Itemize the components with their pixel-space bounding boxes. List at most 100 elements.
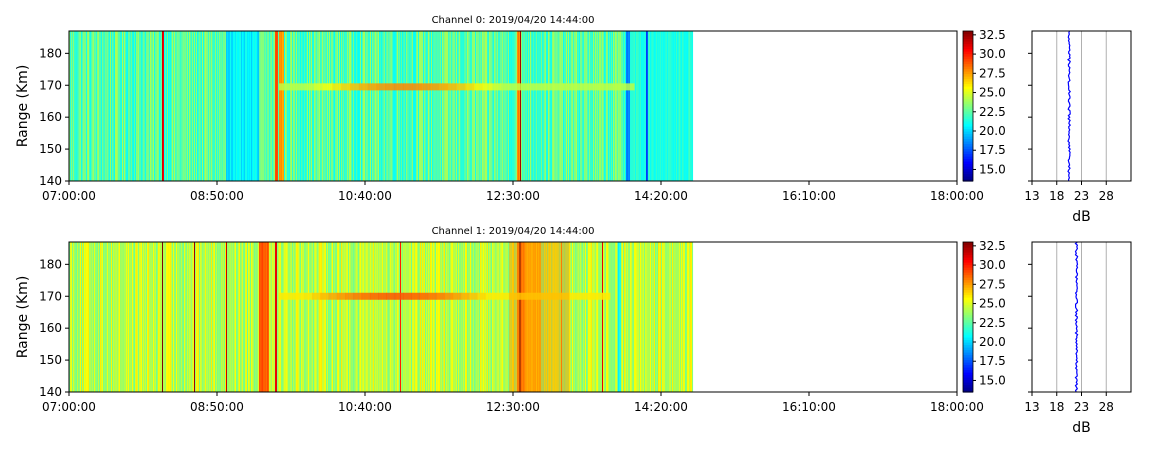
heatmap-column [112,242,114,392]
heatmap-column [103,242,105,392]
heatmap-column [337,31,339,181]
heatmap-column [210,31,212,181]
heatmap-column [476,242,478,392]
heatmap-column [425,31,427,181]
heatmap-column [199,31,201,181]
heatmap-column [675,31,677,181]
heatmap-column [612,31,614,181]
heatmap-column [555,31,557,181]
heatmap-column [355,242,357,392]
heatmap-column [522,31,524,181]
heatmap-column [496,242,498,392]
heatmap-column [395,31,397,181]
heatmap-column [147,242,149,392]
heatmap-column [518,242,520,392]
y-tick-label: 160 [39,321,62,335]
heatmap-column [220,31,222,181]
heatmap-column [307,242,309,392]
heatmap-column [488,242,490,392]
heatmap-column [173,242,175,392]
heatmap-column [525,242,527,392]
colorbar-segment [963,342,973,346]
heatmap-column [604,242,606,392]
heatmap-column [110,242,112,392]
heatmap-column [447,242,449,392]
heatmap-column [266,31,268,181]
heatmap-column [375,31,377,181]
heatmap-column [108,242,110,392]
heatmap-column [113,242,115,392]
heatmap-column [238,242,240,392]
colorbar-segment [963,96,973,100]
heatmap-column [303,242,305,392]
heatmap-column [680,31,682,181]
heatmap-column [446,242,448,392]
heatmap-column [489,31,491,181]
heatmap-column [552,242,554,392]
heatmap-column [496,31,498,181]
heatmap-column [415,242,417,392]
heatmap-column [248,31,250,181]
heatmap-column [691,31,693,181]
heatmap-column [95,31,97,181]
heatmap-column [92,242,94,392]
heatmap-column [637,31,639,181]
heatmap-column [678,31,680,181]
heatmap-column [427,242,429,392]
heatmap-column [153,31,155,181]
heatmap-column [557,31,559,181]
heatmap-column [546,31,548,181]
heatmap-column [272,31,274,181]
heatmap-column [261,31,263,181]
heatmap-column [271,242,273,392]
heatmap-column [640,242,642,392]
heatmap-column [93,31,95,181]
heatmap-column [459,31,461,181]
heatmap-column [148,242,150,392]
heatmap-column [154,242,156,392]
heatmap-column [586,242,588,392]
heatmap-column [627,31,629,181]
heatmap-column [651,31,653,181]
heatmap-column [550,31,552,181]
heatmap-column [232,31,234,181]
heatmap-column [176,242,178,392]
heatmap-column [385,31,387,181]
heatmap-column [289,31,291,181]
heatmap-column [435,242,437,392]
heatmap-column [129,242,131,392]
heatmap-column [310,31,312,181]
heatmap-column [308,31,310,181]
heatmap-column [579,242,581,392]
y-tick-label: 150 [39,353,62,367]
colorbar-segment [963,349,973,353]
heatmap-column [280,242,282,392]
heatmap-column [278,242,280,392]
heatmap-column [446,31,448,181]
heatmap-column [569,31,571,181]
heatmap-column [194,31,196,181]
heatmap-column [574,242,576,392]
heatmap-column [677,31,679,181]
heatmap-column [674,242,676,392]
heatmap-column [684,242,686,392]
colorbar-segment [963,46,973,50]
heatmap-column [570,242,572,392]
echo-segment [341,83,351,91]
heatmap-column [74,31,76,181]
heatmap-column [352,31,354,181]
heatmap-column [116,242,118,392]
heatmap-column [362,242,364,392]
profile-line [1066,30,1072,181]
heatmap-column [143,242,145,392]
heatmap-column [163,242,165,392]
heatmap-column [450,242,452,392]
heatmap-column [389,242,391,392]
heatmap-column [462,242,464,392]
heatmap-column [633,31,635,181]
heatmap-column [145,31,147,181]
heatmap-column [579,31,581,181]
heatmap-column [294,31,296,181]
heatmap-column [162,242,164,392]
echo-segment [554,83,564,91]
